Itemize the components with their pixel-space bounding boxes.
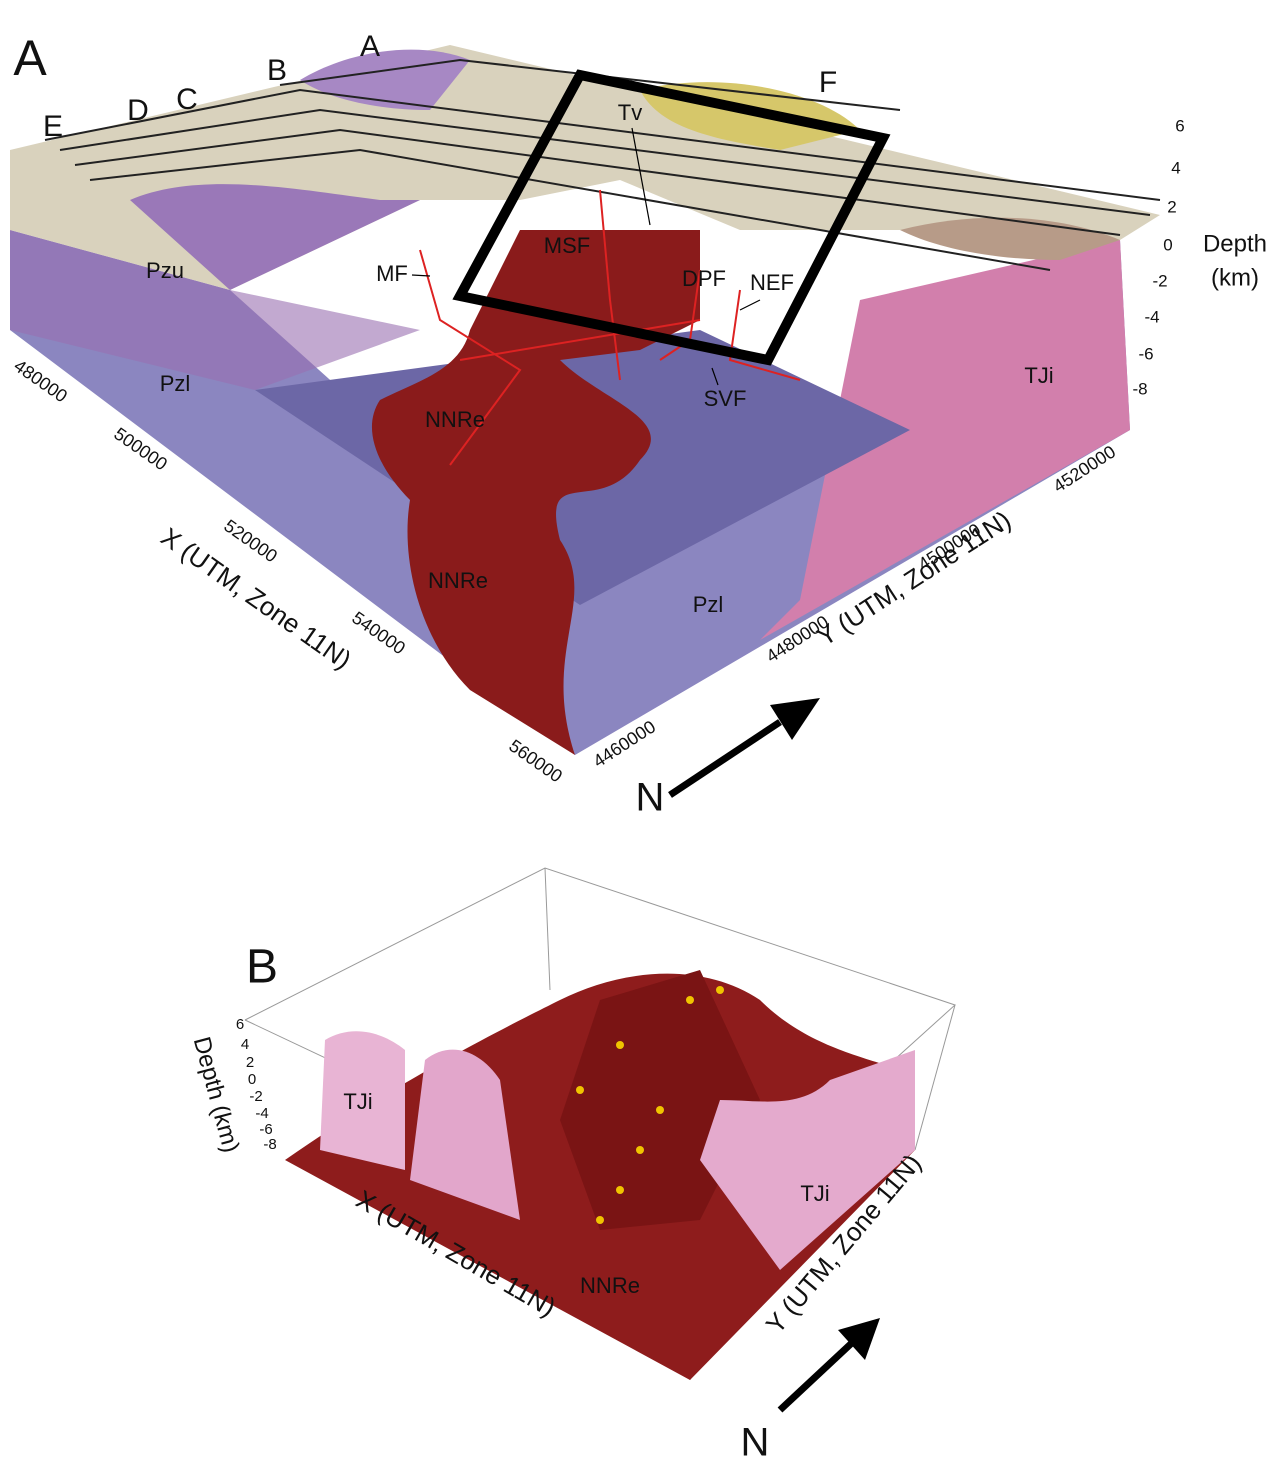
unit-label: MSF [544,233,590,258]
depth-tick-label: 2 [246,1054,254,1071]
unit-label: Tv [618,100,642,125]
north-arrow-shaft [780,1340,855,1410]
north-label: N [741,1421,770,1465]
section-label: E [43,110,63,143]
unit-label: NEF [750,270,794,295]
leader [740,300,760,310]
figure: A A B CD E F Tv MSF MF DPF NEF SVF Pzu Pzl NNRe NNRe Pzl… [0,0,1276,1471]
box-edge [915,1005,955,1150]
point [576,1086,584,1094]
unit-label: TJi [1024,363,1053,388]
section-label: B [267,54,287,87]
unit-label: MF [376,261,408,286]
panel-label: A [13,30,47,86]
section-label: A [360,30,380,63]
section-label: D [127,94,149,127]
depth-tick-label: -2 [1152,271,1167,290]
depth-tick-label: -4 [255,1105,268,1122]
unit-label: Pzl [160,371,191,396]
depth-tick-label: 0 [1163,235,1172,254]
point [616,1186,624,1194]
point [716,986,724,994]
unit-label: Pzl [693,592,724,617]
depth-tick-label: -8 [263,1136,276,1153]
north-label: N [636,776,665,820]
depth-tick-label: 4 [1171,158,1180,177]
section-label: F [819,66,837,99]
point [686,996,694,1004]
depth-title: Depth [1203,230,1267,257]
point [636,1146,644,1154]
depth-tick-label: 2 [1167,197,1176,216]
depth-tick-label: -8 [1132,379,1147,398]
depth-tick-label: 0 [248,1071,256,1088]
north-arrow-head [770,698,820,740]
point [656,1106,664,1114]
panel-label: B [246,941,278,994]
panel-b-block [245,868,955,1410]
depth-title: (km) [1211,264,1259,291]
depth-tick-label: -2 [249,1088,262,1105]
depth-tick-label: 6 [236,1016,244,1033]
unit-label: NNRe [580,1273,640,1298]
unit-label: Pzu [146,258,184,283]
section-label: C [176,83,198,116]
north-arrow-shaft [670,722,780,795]
unit-label: SVF [704,386,747,411]
point [616,1041,624,1049]
depth-tick-label: 6 [1175,116,1184,135]
depth-tick-label: -6 [1138,344,1153,363]
depth-title: Depth (km) [188,1034,245,1156]
point [596,1216,604,1224]
depth-tick-label: -4 [1144,307,1159,326]
unit-label: TJi [800,1181,829,1206]
unit-label: DPF [682,266,726,291]
unit-label: NNRe [428,568,488,593]
unit-label: TJi [343,1089,372,1114]
unit-label: NNRe [425,407,485,432]
panel-a-block [10,45,1160,795]
box-edge [545,868,550,990]
depth-tick-label: 4 [241,1036,249,1053]
